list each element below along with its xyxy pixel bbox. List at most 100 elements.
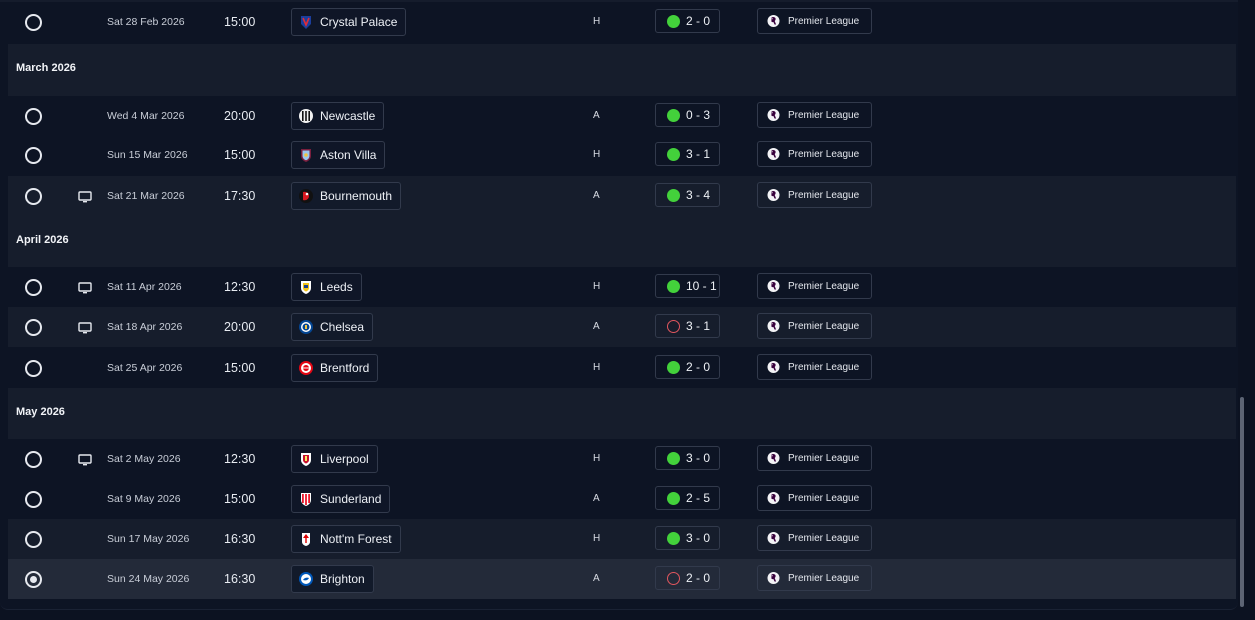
select-radio[interactable] bbox=[25, 147, 42, 164]
select-radio[interactable] bbox=[25, 571, 42, 588]
opponent-button[interactable]: Brighton bbox=[291, 565, 374, 593]
fixture-row[interactable]: Sat 11 Apr 2026 12:30 Leeds H 10 - 1 Premier … bbox=[8, 267, 1236, 307]
venue-indicator: A bbox=[593, 321, 600, 332]
result-button[interactable]: 3 - 0 bbox=[655, 526, 720, 550]
select-radio[interactable] bbox=[25, 491, 42, 508]
opponent-button[interactable]: Crystal Palace bbox=[291, 8, 407, 36]
win-dot-icon bbox=[667, 531, 680, 545]
score: 2 - 0 bbox=[686, 571, 711, 585]
fixture-date: Sun 17 May 2026 bbox=[107, 533, 190, 545]
opponent-button[interactable]: Liverpool bbox=[291, 445, 378, 473]
fixture-row[interactable]: Sat 28 Feb 2026 15:00 Crystal Palace H 2 - 0… bbox=[8, 2, 1236, 42]
competition-button[interactable]: Premier League bbox=[757, 445, 872, 471]
competition-button[interactable]: Premier League bbox=[757, 141, 872, 167]
competition-button[interactable]: Premier League bbox=[757, 565, 872, 591]
result-button[interactable]: 10 - 1 bbox=[655, 274, 720, 298]
month-header: May 2026 bbox=[8, 388, 1236, 440]
kickoff-time: 20:00 bbox=[224, 109, 256, 123]
aston-villa-crest-icon bbox=[298, 147, 314, 163]
competition-button[interactable]: Premier League bbox=[757, 525, 872, 551]
opponent-button[interactable]: Nott'm Forest bbox=[291, 525, 401, 553]
fixture-row[interactable]: Sun 17 May 2026 16:30 Nott'm Forest H 3 - 0 P… bbox=[8, 519, 1236, 559]
opponent-button[interactable]: Aston Villa bbox=[291, 141, 386, 169]
result-button[interactable]: 2 - 0 bbox=[655, 355, 720, 379]
competition-button[interactable]: Premier League bbox=[757, 354, 872, 380]
premier-league-icon bbox=[767, 147, 780, 161]
competition-button[interactable]: Premier League bbox=[757, 102, 872, 128]
result-button[interactable]: 3 - 4 bbox=[655, 183, 720, 207]
fixture-date: Sun 24 May 2026 bbox=[107, 573, 190, 585]
competition-button[interactable]: Premier League bbox=[757, 8, 872, 34]
fixture-row[interactable]: Sat 9 May 2026 15:00 Sunderland A 2 - 5 Premi… bbox=[8, 479, 1236, 519]
kickoff-time: 15:00 bbox=[224, 15, 256, 29]
result-button[interactable]: 3 - 0 bbox=[655, 446, 720, 470]
select-radio[interactable] bbox=[25, 14, 42, 31]
kickoff-time: 12:30 bbox=[224, 280, 256, 294]
result-button[interactable]: 2 - 5 bbox=[655, 486, 720, 510]
competition-name: Premier League bbox=[788, 109, 860, 121]
score: 3 - 1 bbox=[686, 147, 711, 161]
tv-icon bbox=[78, 281, 92, 294]
result-button[interactable]: 3 - 1 bbox=[655, 142, 720, 166]
brentford-crest-icon bbox=[298, 360, 314, 376]
fixture-row[interactable]: Sat 25 Apr 2026 15:00 Brentford H 2 - 0 Premi… bbox=[8, 348, 1236, 388]
competition-button[interactable]: Premier League bbox=[757, 182, 872, 208]
month-label: May 2026 bbox=[16, 406, 65, 418]
score: 3 - 0 bbox=[686, 531, 711, 545]
fixture-date: Sat 25 Apr 2026 bbox=[107, 362, 183, 374]
kickoff-time: 15:00 bbox=[224, 361, 256, 375]
select-radio[interactable] bbox=[25, 360, 42, 377]
opponent-button[interactable]: Newcastle bbox=[291, 102, 385, 130]
select-radio[interactable] bbox=[25, 319, 42, 336]
chelsea-crest-icon bbox=[298, 319, 314, 335]
fixture-row[interactable]: Sun 24 May 2026 16:30 Brighton A 2 - 0 Premie… bbox=[8, 559, 1236, 599]
result-button[interactable]: 2 - 0 bbox=[655, 566, 720, 590]
fixture-date: Sat 28 Feb 2026 bbox=[107, 16, 185, 28]
competition-button[interactable]: Premier League bbox=[757, 273, 872, 299]
score: 3 - 4 bbox=[686, 188, 711, 202]
fixture-row[interactable]: Sat 21 Mar 2026 17:30 Bournemouth A 3 - 4 Pre… bbox=[8, 176, 1236, 216]
premier-league-icon bbox=[767, 571, 780, 585]
competition-name: Premier League bbox=[788, 280, 860, 292]
opponent-button[interactable]: Sunderland bbox=[291, 485, 391, 513]
fixture-row[interactable]: Sun 15 Mar 2026 15:00 Aston Villa H 3 - 1 Pre… bbox=[8, 135, 1236, 175]
opponent-button[interactable]: Bournemouth bbox=[291, 182, 402, 210]
month-label: March 2026 bbox=[16, 62, 76, 74]
premier-league-icon bbox=[767, 531, 780, 545]
fixture-row[interactable]: Wed 4 Mar 2026 20:00 Newcastle A 0 - 3 Premie… bbox=[8, 96, 1236, 136]
select-radio[interactable] bbox=[25, 188, 42, 205]
score: 2 - 0 bbox=[686, 360, 711, 374]
result-button[interactable]: 0 - 3 bbox=[655, 103, 720, 127]
fixture-date: Sat 18 Apr 2026 bbox=[107, 321, 183, 333]
opponent-button[interactable]: Brentford bbox=[291, 354, 379, 382]
select-radio[interactable] bbox=[25, 451, 42, 468]
venue-indicator: H bbox=[593, 533, 601, 544]
opponent-button[interactable]: Leeds bbox=[291, 273, 362, 301]
win-dot-icon bbox=[667, 188, 680, 202]
fixture-row[interactable]: Sat 2 May 2026 12:30 Liverpool H 3 - 0 Premie… bbox=[8, 439, 1236, 479]
bournemouth-crest-icon bbox=[298, 188, 314, 204]
venue-indicator: H bbox=[593, 453, 601, 464]
opponent-name: Nott'm Forest bbox=[320, 532, 392, 546]
select-radio[interactable] bbox=[25, 531, 42, 548]
premier-league-icon bbox=[767, 319, 780, 333]
win-dot-icon bbox=[667, 451, 680, 465]
competition-button[interactable]: Premier League bbox=[757, 313, 872, 339]
win-dot-icon bbox=[667, 491, 680, 505]
win-dot-icon bbox=[667, 108, 680, 122]
fixture-row[interactable]: Sat 18 Apr 2026 20:00 Chelsea A 3 - 1 Premier… bbox=[8, 307, 1236, 347]
opponent-name: Bournemouth bbox=[320, 189, 393, 203]
crystal-palace-crest-icon bbox=[298, 14, 314, 30]
fixture-date: Sat 21 Mar 2026 bbox=[107, 190, 185, 202]
opponent-name: Liverpool bbox=[320, 452, 369, 466]
select-radio[interactable] bbox=[25, 108, 42, 125]
competition-button[interactable]: Premier League bbox=[757, 485, 872, 511]
result-button[interactable]: 2 - 0 bbox=[655, 9, 720, 33]
result-button[interactable]: 3 - 1 bbox=[655, 314, 720, 338]
kickoff-time: 16:30 bbox=[224, 572, 256, 586]
fixture-date: Sat 11 Apr 2026 bbox=[107, 281, 182, 293]
scrollbar-thumb[interactable] bbox=[1240, 397, 1244, 607]
select-radio[interactable] bbox=[25, 279, 42, 296]
score: 2 - 5 bbox=[686, 491, 711, 505]
opponent-button[interactable]: Chelsea bbox=[291, 313, 374, 341]
